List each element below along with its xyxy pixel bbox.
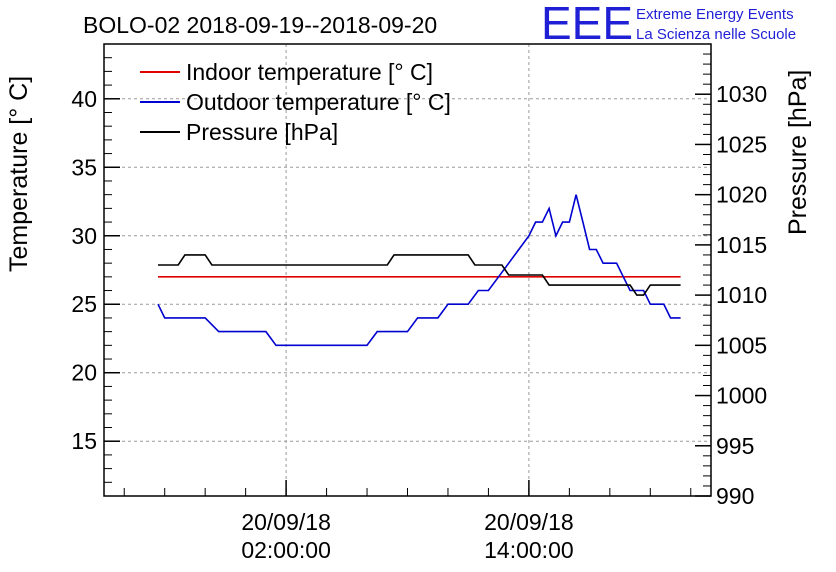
x-tick-label-date: 20/09/18 — [484, 509, 574, 535]
y-tick-label: 40 — [71, 86, 97, 112]
y2-tick-label: 1025 — [716, 131, 767, 157]
x-tick-label-time: 02:00:00 — [241, 537, 331, 563]
legend-label-3: Pressure [hPa] — [186, 119, 338, 145]
y-axis-label-right: Pressure [hPa] — [784, 70, 812, 235]
eee-logo: EEE Extreme Energy Events La Scienza nel… — [541, 0, 796, 49]
logo-line1: Extreme Energy Events — [636, 6, 794, 23]
x-tick-label-time: 14:00:00 — [484, 537, 574, 563]
y2-tick-label: 1005 — [716, 332, 767, 358]
y-tick-label: 25 — [71, 291, 97, 317]
logo-letters: EEE — [541, 0, 633, 49]
legend-label-1: Indoor temperature [° C] — [186, 59, 433, 85]
logo-line2: La Scienza nelle Scuole — [636, 26, 796, 43]
y2-tick-label: 1010 — [716, 282, 767, 308]
y-tick-label: 35 — [71, 154, 97, 180]
series-lines — [157, 194, 681, 347]
y2-tick-label: 990 — [716, 483, 754, 509]
series-line-2 — [157, 194, 681, 347]
legend-label-2: Outdoor temperature [° C] — [186, 89, 451, 115]
legend: Indoor temperature [° C] Outdoor temperat… — [140, 59, 451, 145]
y-tick-label: 15 — [71, 428, 97, 454]
y2-tick-label: 1020 — [716, 182, 767, 208]
y2-tick-label: 1015 — [716, 232, 767, 258]
x-tick-label-date: 20/09/18 — [241, 509, 331, 535]
y-tick-label: 20 — [71, 360, 97, 386]
grid — [104, 44, 711, 496]
y-tick-label: 30 — [71, 223, 97, 249]
y2-tick-label: 1030 — [716, 81, 767, 107]
y2-tick-label: 995 — [716, 433, 754, 459]
chart-title: BOLO-02 2018-09-19--2018-09-20 — [83, 12, 437, 38]
y2-tick-label: 1000 — [716, 383, 767, 409]
y-axis-label-left: Temperature [° C] — [5, 76, 33, 272]
series-line-3 — [158, 254, 681, 296]
axes: 15 20 25 30 35 40 990 995 1000 1005 1010 1015 1020 10… — [71, 53, 767, 563]
